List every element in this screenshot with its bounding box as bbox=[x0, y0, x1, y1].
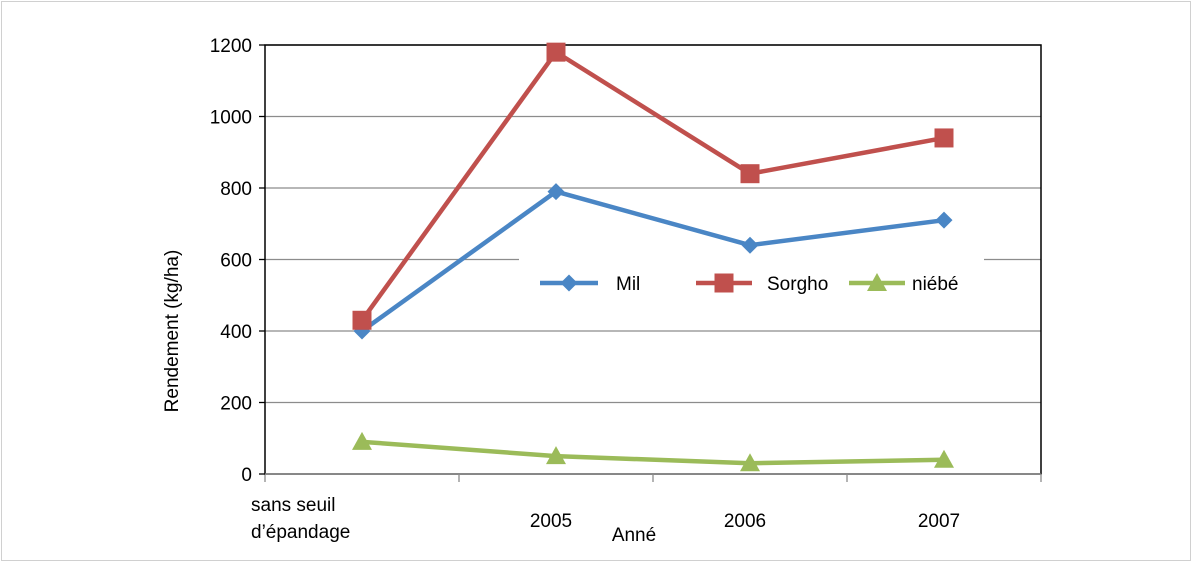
y-tick-labels: 0 200 400 600 800 1000 1200 bbox=[210, 36, 252, 486]
x-axis-title: Anné bbox=[612, 525, 656, 546]
data-point bbox=[352, 310, 372, 330]
series-Sorgho bbox=[352, 42, 954, 330]
legend-label: niébé bbox=[912, 274, 959, 295]
data-point bbox=[740, 164, 760, 184]
data-point bbox=[741, 236, 759, 254]
legend-label: Mil bbox=[616, 274, 640, 295]
data-point bbox=[352, 431, 372, 450]
legend-marker bbox=[560, 274, 578, 292]
series-line bbox=[360, 189, 945, 333]
legend: Mil Sorgho niébé bbox=[519, 257, 984, 307]
series-Mil bbox=[353, 183, 953, 340]
y-tick-label: 200 bbox=[220, 394, 252, 415]
data-point bbox=[935, 211, 953, 229]
y-tick-label: 600 bbox=[220, 251, 252, 272]
x-tick-labels: sans seuil d’épandage 2005 2006 2007 bbox=[251, 495, 960, 543]
y-tick-label: 400 bbox=[220, 322, 252, 343]
data-point bbox=[740, 453, 760, 472]
legend-item: niébé bbox=[849, 273, 959, 295]
series-layer bbox=[352, 42, 954, 472]
legend-item: Mil bbox=[540, 274, 640, 295]
legend-item: Sorgho bbox=[696, 273, 828, 295]
x-tick-label: 2005 bbox=[530, 511, 572, 532]
legend-label: Sorgho bbox=[767, 274, 828, 295]
data-point bbox=[546, 446, 566, 465]
x-tick-label: 2006 bbox=[724, 511, 766, 532]
x-tick-label: sans seuil bbox=[251, 495, 336, 516]
y-tick-label: 1200 bbox=[210, 36, 252, 57]
legend-marker bbox=[714, 273, 734, 293]
y-axis-title: Rendement (kg/ha) bbox=[162, 250, 183, 413]
x-tick-label: d’épandage bbox=[251, 522, 350, 543]
data-point bbox=[546, 42, 566, 62]
data-point bbox=[934, 449, 954, 468]
series-niébé bbox=[352, 431, 954, 472]
y-tick-label: 0 bbox=[241, 465, 252, 486]
data-point bbox=[547, 183, 565, 201]
series-line bbox=[361, 439, 945, 466]
x-tick-label: 2007 bbox=[918, 511, 960, 532]
data-point bbox=[934, 128, 954, 148]
y-tick-label: 1000 bbox=[210, 108, 252, 129]
y-tick-label: 800 bbox=[220, 179, 252, 200]
axes bbox=[259, 44, 1042, 482]
legend-marker bbox=[867, 273, 887, 291]
series-line bbox=[360, 49, 945, 322]
